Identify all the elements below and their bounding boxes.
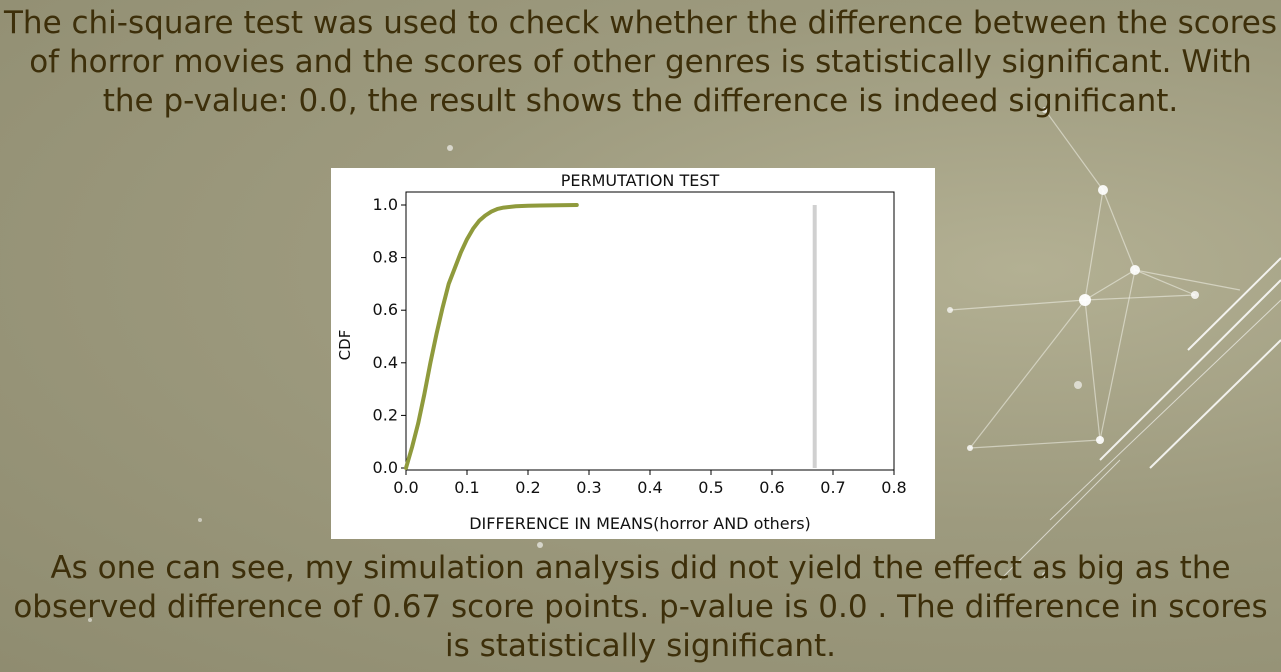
x-tick-label: 0.5 [698, 478, 723, 497]
y-tick-label: 1.0 [373, 195, 398, 214]
cdf-series-line [404, 203, 579, 470]
x-axis-label: DIFFERENCE IN MEANS(horror AND others) [469, 514, 811, 533]
x-tick-label: 0.3 [576, 478, 601, 497]
chart-title: PERMUTATION TEST [561, 171, 720, 190]
bottom-paragraph: As one can see, my simulation analysis d… [13, 550, 1268, 664]
x-tick-label: 0.7 [820, 478, 845, 497]
y-tick-label: 0.2 [373, 405, 398, 424]
x-ticks: 0.0 0.1 0.2 0.3 0.4 0.5 0.6 0.7 0.8 [393, 470, 907, 497]
y-tick-label: 0.6 [373, 300, 398, 319]
y-tick-label: 0.8 [373, 248, 398, 267]
x-tick-label: 0.8 [881, 478, 906, 497]
y-tick-label: 0.4 [373, 353, 398, 372]
x-tick-label: 0.6 [759, 478, 784, 497]
chart-svg: PERMUTATION TEST CDF DIFFERENCE IN MEANS… [336, 171, 907, 533]
x-tick-label: 0.2 [515, 478, 540, 497]
x-tick-label: 0.0 [393, 478, 418, 497]
permutation-test-chart: PERMUTATION TEST CDF DIFFERENCE IN MEANS… [331, 168, 935, 539]
top-paragraph: The chi-square test was used to check wh… [3, 5, 1278, 119]
x-tick-label: 0.1 [454, 478, 479, 497]
y-ticks: 0.0 0.2 0.4 0.6 0.8 1.0 [373, 195, 406, 477]
series-layer [404, 203, 817, 470]
y-axis-label: CDF [336, 330, 354, 361]
plot-frame [405, 191, 895, 471]
y-tick-label: 0.0 [373, 458, 398, 477]
x-tick-label: 0.4 [637, 478, 662, 497]
